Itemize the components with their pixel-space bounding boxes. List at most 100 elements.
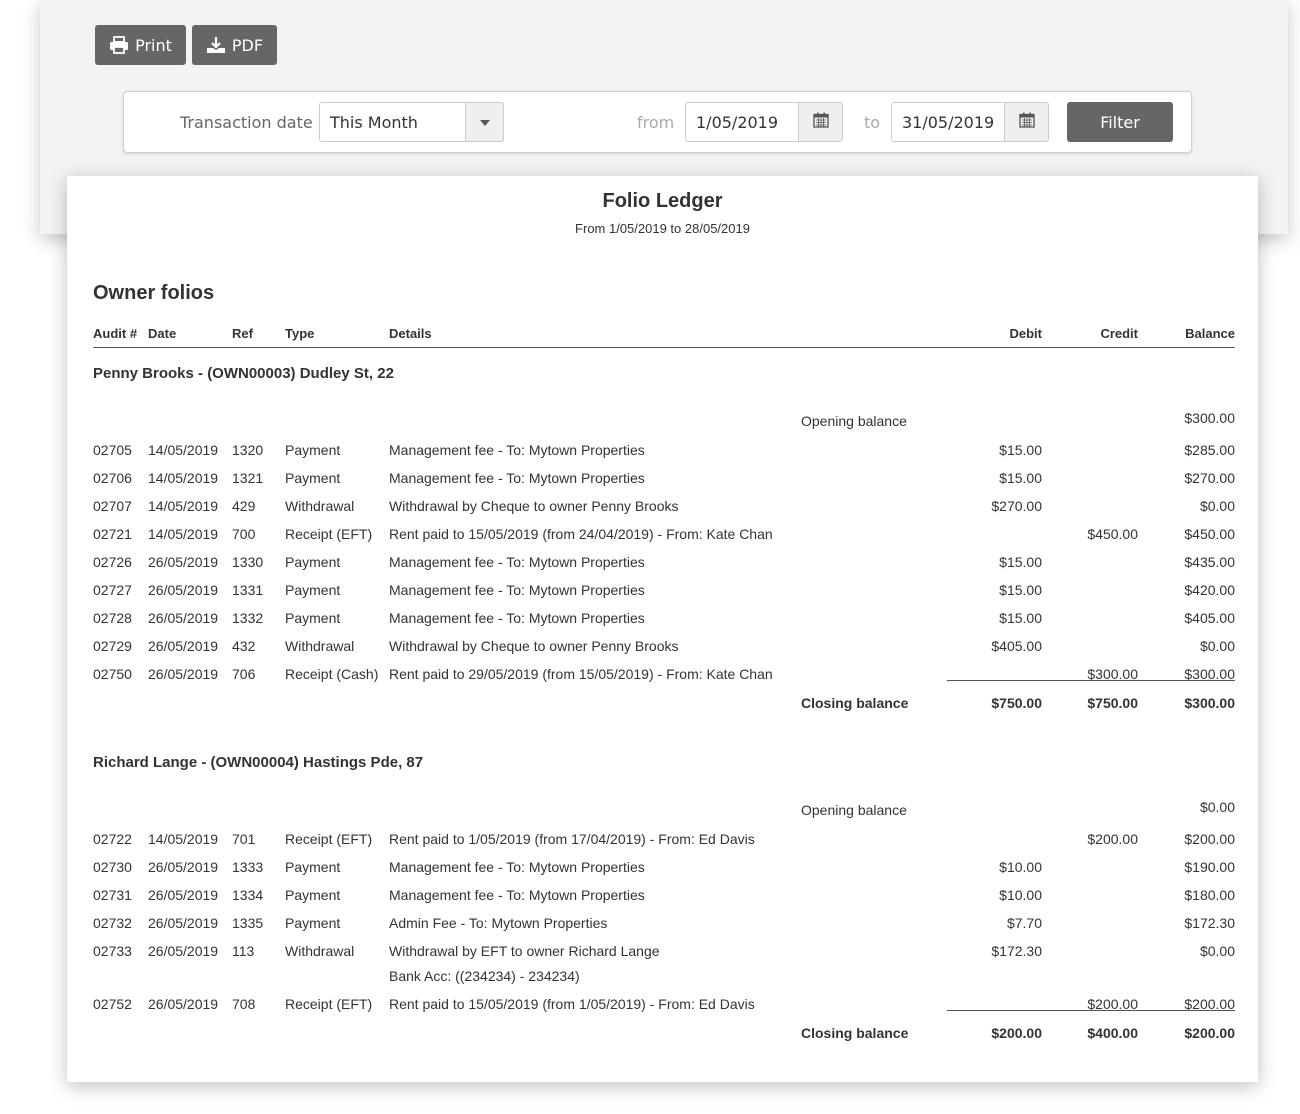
cell-audit: 02731 bbox=[93, 887, 132, 903]
cell-details: Admin Fee - To: Mytown Properties bbox=[389, 915, 608, 931]
cell-debit: $15.00 bbox=[999, 554, 1042, 570]
cell-details: Management fee - To: Mytown Properties bbox=[389, 554, 645, 570]
section-title: Owner folios bbox=[93, 282, 215, 304]
cell-type: Payment bbox=[285, 610, 341, 626]
cell-date: 26/05/2019 bbox=[148, 666, 219, 682]
column-header: Audit # bbox=[93, 326, 138, 341]
cell-balance: $172.30 bbox=[1184, 915, 1235, 931]
cell-type: Payment bbox=[285, 470, 341, 486]
cell-credit: $300.00 bbox=[1087, 666, 1138, 682]
cell-type: Receipt (EFT) bbox=[285, 831, 373, 847]
column-header: Type bbox=[285, 326, 315, 341]
cell-date: 14/05/2019 bbox=[148, 831, 219, 847]
cell-balance: $435.00 bbox=[1184, 554, 1235, 570]
cell-date: 26/05/2019 bbox=[148, 610, 219, 626]
to-date-input[interactable]: 31/05/2019 bbox=[891, 102, 1005, 142]
cell-ref: 1331 bbox=[232, 582, 264, 598]
cell-audit: 02730 bbox=[93, 859, 132, 875]
closing-balance: $200.00 bbox=[1184, 1025, 1235, 1041]
column-header: Balance bbox=[1185, 326, 1235, 341]
cell-type: Payment bbox=[285, 554, 341, 570]
cell-debit: $7.70 bbox=[1006, 915, 1042, 931]
cell-ref: 1334 bbox=[232, 887, 264, 903]
closing-debit: $200.00 bbox=[991, 1025, 1042, 1041]
cell-ref: 1320 bbox=[232, 442, 264, 458]
cell-balance: $190.00 bbox=[1184, 859, 1235, 875]
cell-credit: $450.00 bbox=[1087, 526, 1138, 542]
cell-ref: 701 bbox=[232, 831, 256, 847]
cell-details: Rent paid to 15/05/2019 (from 24/04/2019… bbox=[389, 526, 773, 542]
cell-balance: $300.00 bbox=[1184, 666, 1235, 682]
cell-type: Payment bbox=[285, 859, 341, 875]
cell-credit: $200.00 bbox=[1087, 996, 1138, 1012]
column-header: Details bbox=[389, 326, 432, 341]
cell-details: Rent paid to 1/05/2019 (from 17/04/2019)… bbox=[389, 831, 755, 847]
cell-audit: 02750 bbox=[93, 666, 132, 682]
cell-details: Management fee - To: Mytown Properties bbox=[389, 610, 645, 626]
cell-debit: $10.00 bbox=[999, 887, 1042, 903]
cell-ref: 429 bbox=[232, 498, 256, 514]
cell-date: 26/05/2019 bbox=[148, 859, 219, 875]
period-select[interactable]: This Month bbox=[319, 102, 466, 142]
opening-balance-label: Opening balance bbox=[801, 413, 907, 429]
header-rule bbox=[93, 347, 1235, 348]
from-calendar-button[interactable] bbox=[798, 102, 843, 142]
cell-ref: 1333 bbox=[232, 859, 264, 875]
closing-balance: $300.00 bbox=[1184, 695, 1235, 711]
from-label: from bbox=[637, 113, 675, 132]
pdf-button[interactable]: PDF bbox=[192, 25, 277, 65]
folio-heading: Penny Brooks - (OWN00003) Dudley St, 22 bbox=[93, 365, 394, 382]
period-dropdown-toggle[interactable] bbox=[465, 102, 504, 142]
cell-debit: $15.00 bbox=[999, 610, 1042, 626]
report-title: Folio Ledger bbox=[602, 190, 723, 212]
closing-credit: $750.00 bbox=[1087, 695, 1138, 711]
cell-ref: 1321 bbox=[232, 470, 264, 486]
cell-details: Withdrawal by Cheque to owner Penny Broo… bbox=[389, 638, 679, 654]
print-button[interactable]: Print bbox=[95, 25, 186, 65]
opening-balance-value: $300.00 bbox=[1184, 410, 1235, 426]
column-header: Ref bbox=[232, 326, 253, 341]
cell-audit: 02721 bbox=[93, 526, 132, 542]
cell-balance: $285.00 bbox=[1184, 442, 1235, 458]
closing-rule bbox=[947, 1010, 1235, 1011]
cell-balance: $450.00 bbox=[1184, 526, 1235, 542]
column-header: Debit bbox=[1009, 326, 1043, 341]
cell-details: Withdrawal by EFT to owner Richard Lange bbox=[389, 943, 660, 959]
printer-icon bbox=[109, 36, 129, 54]
closing-credit: $400.00 bbox=[1087, 1025, 1138, 1041]
cell-details: Withdrawal by Cheque to owner Penny Broo… bbox=[389, 498, 679, 514]
print-label: Print bbox=[135, 35, 172, 55]
to-calendar-button[interactable] bbox=[1004, 102, 1049, 142]
closing-rule bbox=[947, 680, 1235, 681]
cell-audit: 02727 bbox=[93, 582, 132, 598]
filter-button[interactable]: Filter bbox=[1067, 102, 1173, 142]
closing-balance-label: Closing balance bbox=[801, 695, 909, 711]
cell-debit: $10.00 bbox=[999, 859, 1042, 875]
from-date-input[interactable]: 1/05/2019 bbox=[685, 102, 799, 142]
cell-date: 26/05/2019 bbox=[148, 582, 219, 598]
cell-balance: $405.00 bbox=[1184, 610, 1235, 626]
cell-details: Management fee - To: Mytown Properties bbox=[389, 859, 645, 875]
cell-balance: $270.00 bbox=[1184, 470, 1235, 486]
cell-debit: $172.30 bbox=[991, 943, 1042, 959]
cell-ref: 432 bbox=[232, 638, 256, 654]
cell-debit: $270.00 bbox=[991, 498, 1042, 514]
cell-details: Management fee - To: Mytown Properties bbox=[389, 470, 645, 486]
cell-details: Rent paid to 15/05/2019 (from 1/05/2019)… bbox=[389, 996, 755, 1012]
cell-audit: 02726 bbox=[93, 554, 132, 570]
cell-date: 14/05/2019 bbox=[148, 498, 219, 514]
cell-ref: 700 bbox=[232, 526, 256, 542]
cell-type: Payment bbox=[285, 582, 341, 598]
report-sheet: Folio Ledger From 1/05/2019 to 28/05/201… bbox=[67, 176, 1258, 1082]
cell-balance: $0.00 bbox=[1199, 638, 1235, 654]
closing-balance-label: Closing balance bbox=[801, 1025, 909, 1041]
cell-debit: $15.00 bbox=[999, 582, 1042, 598]
calendar-icon bbox=[812, 112, 829, 133]
cell-date: 14/05/2019 bbox=[148, 442, 219, 458]
cell-type: Withdrawal bbox=[285, 498, 355, 514]
cell-type: Receipt (EFT) bbox=[285, 996, 373, 1012]
cell-date: 14/05/2019 bbox=[148, 470, 219, 486]
cell-balance: $200.00 bbox=[1184, 996, 1235, 1012]
cell-date: 14/05/2019 bbox=[148, 526, 219, 542]
cell-type: Withdrawal bbox=[285, 943, 355, 959]
